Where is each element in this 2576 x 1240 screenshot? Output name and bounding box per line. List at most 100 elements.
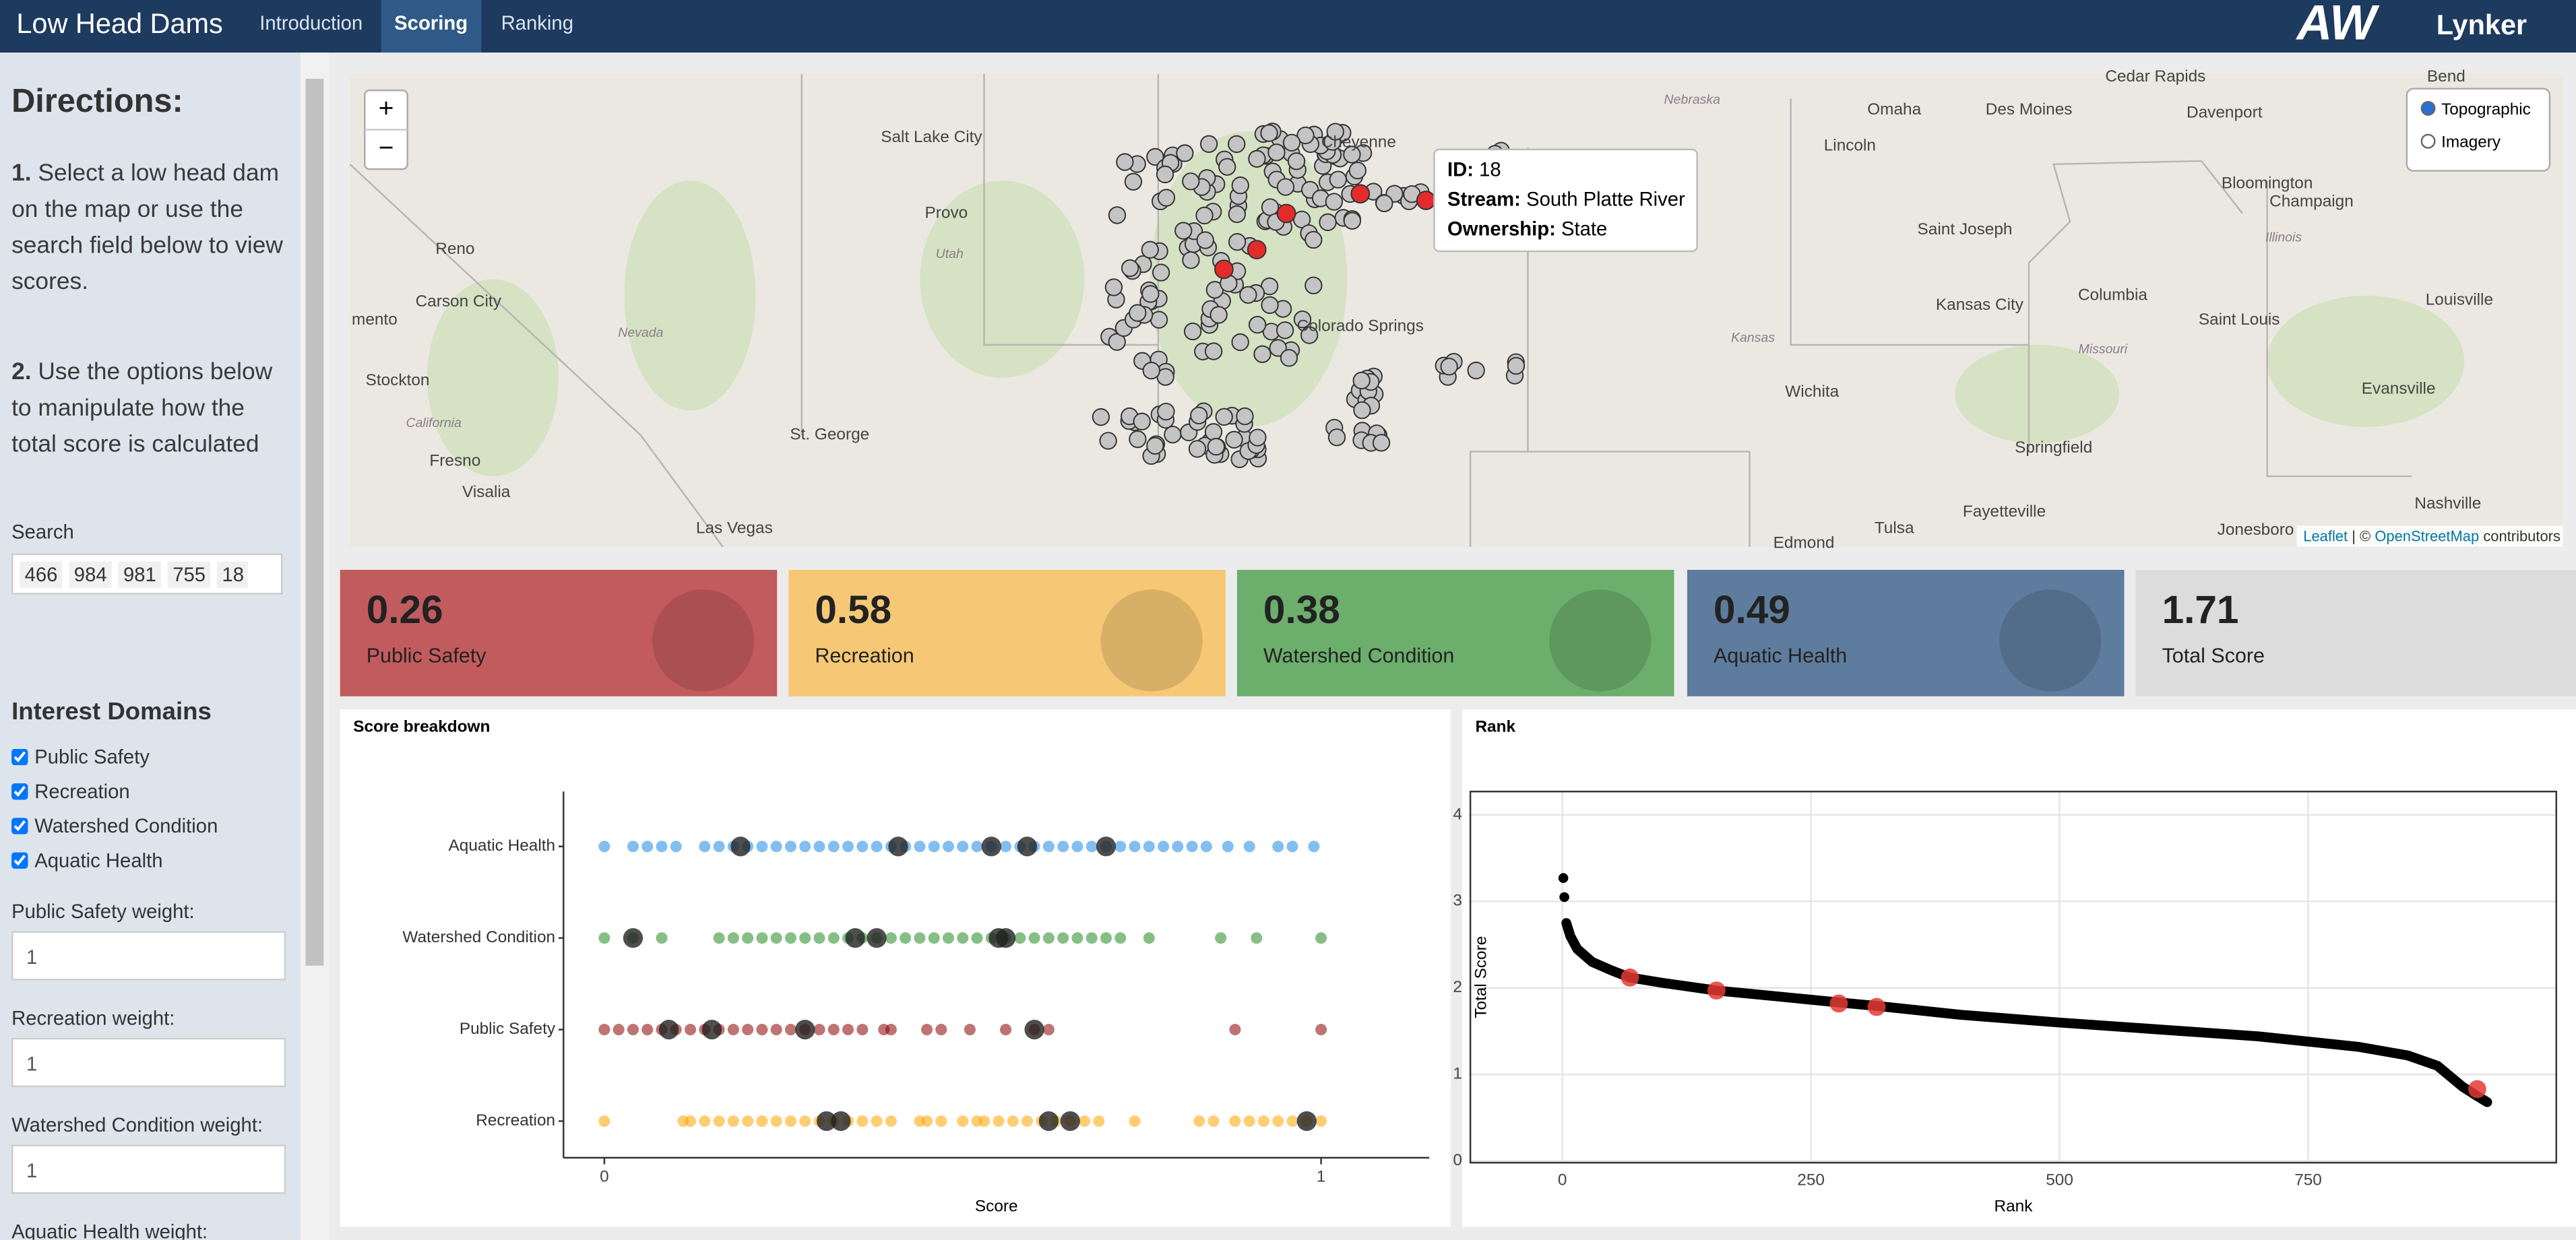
tooltip-value: State — [1561, 218, 1607, 240]
weight-input[interactable]: 1 — [11, 931, 286, 981]
place-label: Fayetteville — [1963, 502, 2046, 521]
dam-marker — [1440, 358, 1458, 376]
dam-marker — [1124, 172, 1143, 191]
dam-marker — [1228, 232, 1247, 251]
score-point — [685, 1115, 697, 1128]
y-tick-label: 2 — [1453, 978, 1462, 996]
domain-option[interactable]: Aquatic Health — [11, 849, 162, 872]
region-label: Illinois — [2265, 230, 2302, 245]
dam-markers — [1092, 123, 1526, 468]
domain-checkbox[interactable] — [11, 852, 28, 869]
place-label: Nashville — [2414, 494, 2481, 513]
dam-marker — [1146, 148, 1164, 166]
zoom-in[interactable]: + — [379, 94, 394, 123]
selected-rank-point — [1707, 981, 1726, 1000]
search-tag[interactable]: 18 — [217, 561, 249, 588]
navbar: Low Head Dams Introduction Scoring Ranki… — [0, 0, 2576, 53]
tooltip-row: ID: 18 — [1447, 159, 1501, 181]
dam-marker — [1174, 222, 1193, 240]
attribution-bg — [2296, 525, 2563, 547]
brand[interactable]: Low Head Dams — [16, 8, 223, 40]
search-tag[interactable]: 755 — [167, 561, 211, 588]
domain-checkbox[interactable] — [11, 818, 28, 835]
dam-marker — [1157, 189, 1176, 207]
score-point — [770, 1115, 782, 1128]
score-card — [1236, 570, 1674, 696]
region-label: California — [406, 416, 462, 430]
domain-label: Aquatic Health — [34, 849, 163, 872]
step-number: 2. — [11, 359, 32, 386]
nav-tab[interactable]: Ranking — [501, 11, 573, 35]
scrollbar[interactable] — [301, 53, 329, 1240]
search-tag[interactable]: 984 — [69, 561, 112, 588]
domain-option[interactable]: Public Safety — [11, 746, 150, 769]
place-label: Provo — [925, 203, 968, 222]
score-point — [656, 932, 668, 944]
dam-marker — [1218, 158, 1236, 176]
zoom-out[interactable]: − — [379, 133, 394, 162]
dam-marker — [1225, 430, 1243, 449]
dam-marker — [1507, 356, 1526, 375]
score-point — [1014, 932, 1026, 944]
search-box[interactable]: 466 984 981 755 18 — [11, 553, 283, 595]
score-point — [1207, 1115, 1220, 1128]
score-point — [813, 841, 825, 853]
domain-option[interactable]: Recreation — [11, 780, 130, 803]
layer-label[interactable]: Topographic — [2441, 100, 2531, 119]
score-point — [921, 1115, 933, 1128]
search-tag[interactable]: 466 — [20, 561, 63, 588]
dam-marker — [1183, 322, 1202, 341]
weight-input[interactable]: 1 — [11, 1037, 286, 1088]
weight-input[interactable]: 1 — [11, 1144, 286, 1194]
score-point — [856, 1024, 869, 1036]
step: 2. Use the options below to manipulate h… — [11, 355, 290, 463]
nav-tab[interactable]: Introduction — [259, 11, 363, 35]
selected-score-point — [888, 837, 908, 857]
attribution-link[interactable]: OpenStreetMap — [2375, 527, 2479, 544]
weight-label: Aquatic Health weight: — [11, 1220, 208, 1240]
dam-marker — [1305, 276, 1323, 294]
selected-dam-marker — [1416, 191, 1436, 210]
domain-checkbox[interactable] — [11, 748, 28, 766]
attribution-link[interactable]: Leaflet — [2303, 527, 2348, 544]
score-point — [978, 1115, 991, 1128]
dam-marker — [1276, 321, 1294, 339]
selected-score-point — [1024, 1019, 1044, 1040]
breakdown-panel — [340, 709, 1451, 1227]
logo: AW — [2296, 0, 2377, 51]
card-icon — [1999, 589, 2102, 692]
dam-marker — [1253, 345, 1271, 363]
dam-marker — [1190, 406, 1208, 425]
score-point — [784, 1115, 796, 1128]
score-point — [1243, 1115, 1255, 1128]
search-tag[interactable]: 981 — [118, 561, 162, 588]
score-card — [1687, 570, 2125, 696]
domain-checkbox[interactable] — [11, 783, 28, 800]
place-label: mento — [352, 311, 398, 329]
tooltip-row: Stream: South Platte River — [1447, 189, 1685, 210]
layer-radio[interactable] — [2420, 100, 2436, 116]
y-tick-label: 4 — [1453, 805, 1462, 823]
score-point — [799, 841, 811, 853]
domain-option[interactable]: Watershed Condition — [11, 814, 218, 837]
score-point — [784, 841, 796, 853]
dam-marker — [1248, 315, 1267, 334]
dam-marker — [1141, 285, 1160, 303]
score-point — [742, 1115, 754, 1128]
selected-score-point — [981, 837, 1001, 857]
x-tick-label: 0 — [600, 1168, 609, 1186]
place-label: Bloomington — [2222, 174, 2313, 193]
score-point — [1057, 932, 1069, 944]
score-point — [871, 841, 883, 853]
scroll-thumb[interactable] — [305, 79, 324, 966]
score-point — [1100, 932, 1112, 944]
layer-label[interactable]: Imagery — [2441, 133, 2501, 152]
nav-tab[interactable]: Scoring — [381, 0, 481, 53]
score-point — [598, 1115, 610, 1128]
layer-radio[interactable] — [2420, 133, 2436, 149]
selected-dam-marker — [1350, 184, 1371, 204]
place-label: Springfield — [2015, 438, 2092, 457]
score-point — [957, 1115, 969, 1128]
score-point — [1042, 1024, 1055, 1036]
map-zoom[interactable]: + − — [364, 89, 408, 170]
